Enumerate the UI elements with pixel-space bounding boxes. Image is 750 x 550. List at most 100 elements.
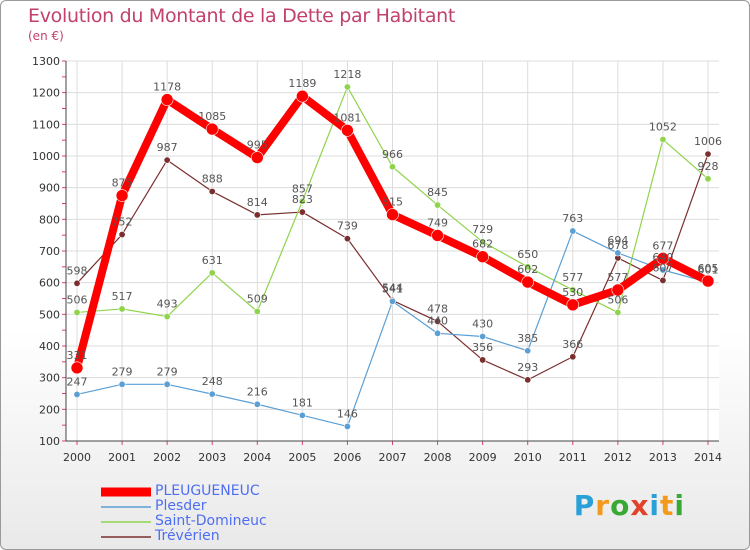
data-label-plesder: 430 [472, 318, 493, 331]
data-label-saint-domineuc: 650 [517, 248, 538, 261]
data-label-pleugueneuc: 749 [427, 216, 448, 229]
data-label-saint-domineuc: 857 [292, 182, 313, 195]
data-point-saint-domineuc [343, 83, 351, 91]
data-point-saint-domineuc [118, 305, 126, 313]
data-label-pleugueneuc: 682 [472, 238, 493, 251]
data-point-treverien [659, 276, 667, 284]
data-label-pleugueneuc: 1189 [288, 77, 316, 90]
x-tick-label: 2010 [514, 451, 542, 464]
data-label-saint-domineuc: 506 [607, 293, 628, 306]
data-point-plesder [569, 227, 577, 235]
data-label-saint-domineuc: 1218 [333, 68, 361, 81]
data-point-saint-domineuc [163, 313, 171, 321]
data-label-treverien: 823 [292, 193, 313, 206]
data-label-pleugueneuc: 995 [247, 139, 268, 152]
data-label-plesder: 146 [337, 407, 358, 420]
data-label-saint-domineuc: 509 [247, 292, 268, 305]
data-point-pleugueneuc [431, 229, 444, 242]
x-tick-label: 2012 [604, 451, 632, 464]
legend-label: Trévérien [155, 528, 220, 544]
data-point-plesder [524, 347, 532, 355]
data-point-pleugueneuc [70, 361, 84, 375]
data-label-plesder: 279 [157, 365, 178, 378]
data-point-pleugueneuc [250, 151, 264, 164]
logo-letter: i [649, 489, 660, 522]
y-tick-label: 500 [39, 308, 60, 321]
y-tick-label: 900 [39, 182, 60, 195]
x-tick-label: 2014 [694, 451, 722, 464]
data-point-treverien [298, 208, 306, 216]
data-point-pleugueneuc [341, 124, 354, 137]
data-label-saint-domineuc: 1052 [649, 121, 677, 134]
data-label-saint-domineuc: 517 [112, 290, 133, 303]
data-label-treverien: 678 [607, 239, 628, 252]
logo-letter: o [610, 489, 631, 522]
data-point-pleugueneuc [160, 93, 174, 106]
data-label-pleugueneuc: 875 [112, 177, 133, 190]
data-label-treverien: 598 [67, 264, 88, 277]
data-label-treverien: 752 [112, 216, 133, 229]
data-point-treverien [163, 156, 171, 164]
data-point-treverien [208, 187, 216, 195]
chart-subtitle: (en €) [28, 29, 64, 43]
data-label-treverien: 814 [247, 196, 268, 209]
data-label-pleugueneuc: 530 [562, 286, 583, 299]
data-label-treverien: 544 [382, 281, 403, 294]
data-point-plesder [163, 380, 171, 388]
data-label-plesder: 694 [607, 234, 628, 247]
x-tick-label: 2000 [63, 451, 91, 464]
proxiti-logo: Proxiti [574, 489, 685, 522]
data-point-pleugueneuc [476, 250, 489, 263]
data-point-saint-domineuc [253, 307, 261, 315]
data-label-plesder: 640 [652, 251, 673, 264]
x-tick-label: 2004 [243, 451, 271, 464]
data-point-pleugueneuc [115, 189, 129, 202]
y-tick-label: 800 [39, 213, 60, 226]
data-label-pleugueneuc: 1178 [153, 81, 181, 94]
data-label-saint-domineuc: 493 [157, 298, 178, 311]
data-point-treverien [253, 211, 261, 219]
data-label-pleugueneuc: 815 [382, 196, 403, 209]
data-point-saint-domineuc [479, 238, 487, 246]
x-tick-label: 2003 [198, 451, 226, 464]
data-point-saint-domineuc [73, 308, 81, 316]
data-point-pleugueneuc [386, 208, 399, 221]
data-point-treverien [479, 356, 487, 364]
logo-letter: x [630, 489, 650, 522]
y-tick-label: 1000 [32, 150, 60, 163]
data-point-saint-domineuc [524, 263, 532, 271]
x-tick-label: 2013 [649, 451, 677, 464]
data-point-pleugueneuc [566, 298, 580, 312]
y-tick-label: 100 [39, 435, 60, 448]
legend-label: Plesder [155, 498, 207, 514]
data-point-plesder [434, 329, 442, 337]
x-tick-label: 2005 [288, 451, 316, 464]
data-label-pleugueneuc: 1085 [198, 110, 226, 123]
x-tick-label: 2009 [469, 451, 497, 464]
data-point-pleugueneuc [296, 89, 309, 103]
y-tick-label: 600 [39, 277, 60, 290]
x-tick-label: 2001 [108, 451, 136, 464]
data-point-saint-domineuc [659, 136, 667, 144]
legend-label: Saint-Domineuc [155, 513, 267, 529]
data-label-pleugueneuc: 331 [67, 349, 88, 362]
data-point-plesder [388, 297, 396, 305]
data-label-treverien: 987 [157, 141, 178, 154]
data-point-plesder [343, 422, 351, 430]
data-point-saint-domineuc [208, 269, 216, 277]
data-point-treverien [73, 279, 81, 287]
data-point-plesder [208, 390, 216, 398]
data-point-saint-domineuc [614, 308, 622, 316]
data-point-pleugueneuc [656, 251, 670, 265]
x-tick-label: 2008 [424, 451, 452, 464]
x-tick-label: 2011 [559, 451, 587, 464]
data-point-saint-domineuc [298, 197, 306, 205]
data-label-treverien: 293 [517, 361, 538, 374]
y-tick-label: 200 [39, 403, 60, 416]
data-label-plesder: 247 [67, 375, 88, 388]
data-point-pleugueneuc [611, 283, 625, 297]
data-point-pleugueneuc [521, 275, 535, 289]
y-tick-label: 1200 [32, 87, 60, 100]
data-label-treverien: 607 [652, 261, 673, 274]
